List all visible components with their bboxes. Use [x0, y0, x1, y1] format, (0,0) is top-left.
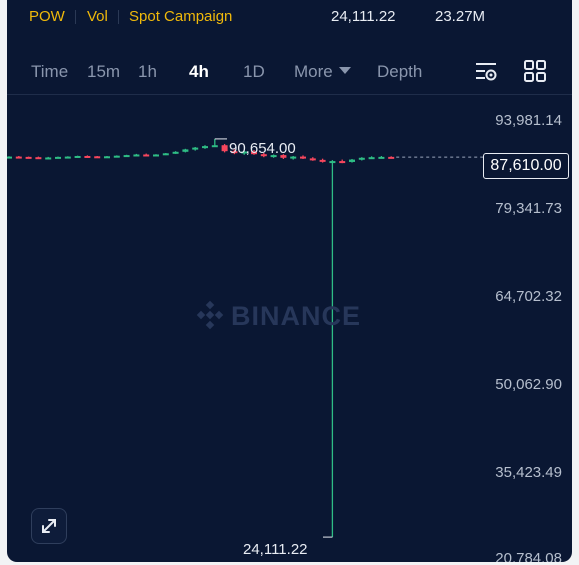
price-axis-label: 20,784.08: [495, 550, 562, 562]
tab-separator: [75, 10, 76, 24]
candle-body: [280, 155, 287, 158]
expand-icon: [42, 519, 56, 533]
fullscreen-button[interactable]: [31, 508, 67, 544]
candle-body: [123, 155, 130, 158]
tab-depth[interactable]: Depth: [377, 62, 423, 81]
candle-body: [35, 157, 42, 160]
candle-body: [55, 156, 61, 159]
tab-spot-campaign[interactable]: Spot Campaign: [129, 8, 233, 25]
candle-body: [172, 151, 179, 154]
volume: 23.27M: [435, 8, 486, 25]
candle-body: [241, 151, 248, 154]
candle-body: [300, 156, 306, 159]
candle-body: [270, 155, 277, 158]
last-price: 24,111.22: [331, 8, 396, 25]
candle-body: [7, 156, 12, 159]
candle-body: [378, 156, 385, 159]
candle-body: [15, 156, 22, 159]
price-axis-label: 64,702.32: [495, 288, 562, 305]
tab-15m[interactable]: 15m: [87, 62, 121, 81]
binance-watermark: BINANCE: [195, 300, 361, 332]
candle-body: [231, 151, 238, 154]
tab-vol[interactable]: Vol: [87, 8, 108, 25]
candle-body: [45, 157, 52, 160]
candle-body: [309, 158, 316, 161]
candle-body: [251, 151, 257, 155]
candle-body: [221, 145, 228, 152]
candle-body: [358, 157, 365, 160]
tab-1d[interactable]: 1D: [243, 62, 265, 81]
candle-body: [368, 157, 375, 160]
low-price-annotation: 24,111.22: [243, 541, 308, 558]
tab-pow[interactable]: POW: [29, 8, 65, 25]
caret-down-icon: [338, 67, 351, 75]
candle-body: [192, 147, 199, 150]
candle-body: [84, 155, 91, 158]
candle-body: [290, 156, 297, 159]
candle-body: [349, 159, 355, 162]
price-axis-label: 50,062.90: [495, 376, 562, 393]
more-dropdown[interactable]: More: [294, 62, 351, 82]
interval-toolbar: Time 15m 1h 4h 1D More Depth: [7, 56, 572, 86]
candle-body: [202, 146, 208, 149]
candle-body: [133, 154, 140, 157]
candle-body: [162, 153, 169, 156]
grid-layout-icon[interactable]: [522, 58, 548, 84]
chart-panel: POW Vol Spot Campaign 24,111.22 23.27M T…: [7, 0, 572, 562]
candle-body: [143, 154, 150, 157]
candle-body: [260, 154, 267, 157]
candle-body: [113, 155, 120, 158]
candle-body: [211, 145, 218, 148]
high-price-annotation: 90,654.00: [229, 140, 296, 157]
candlestick-chart[interactable]: [7, 0, 572, 562]
candle-body: [319, 159, 326, 162]
candle-body: [64, 156, 71, 159]
more-label: More: [294, 62, 333, 81]
price-axis-label: 79,341.73: [495, 200, 562, 217]
tab-time[interactable]: Time: [31, 62, 69, 81]
candle-body: [74, 155, 81, 158]
price-axis-label: 93,981.14: [495, 112, 562, 129]
current-price-label: 87,610.00: [483, 153, 569, 179]
candle-body: [329, 161, 336, 164]
tab-4h[interactable]: 4h: [189, 62, 209, 81]
tab-separator: [118, 10, 119, 24]
chart-settings-icon[interactable]: [473, 58, 499, 84]
candle-body: [153, 154, 159, 157]
candle-body: [388, 156, 395, 159]
tab-1h[interactable]: 1h: [138, 62, 157, 81]
candle-body: [339, 161, 346, 164]
toolbar-divider: [7, 94, 572, 95]
candle-body: [94, 156, 101, 159]
candle-body: [182, 149, 189, 152]
candle-body: [104, 156, 110, 159]
candle-body: [25, 156, 32, 159]
watermark-text: BINANCE: [231, 301, 362, 331]
binance-logo-icon: [196, 300, 224, 330]
price-axis-label: 35,423.49: [495, 464, 562, 481]
top-stats-bar: POW Vol Spot Campaign 24,111.22 23.27M: [7, 0, 572, 34]
